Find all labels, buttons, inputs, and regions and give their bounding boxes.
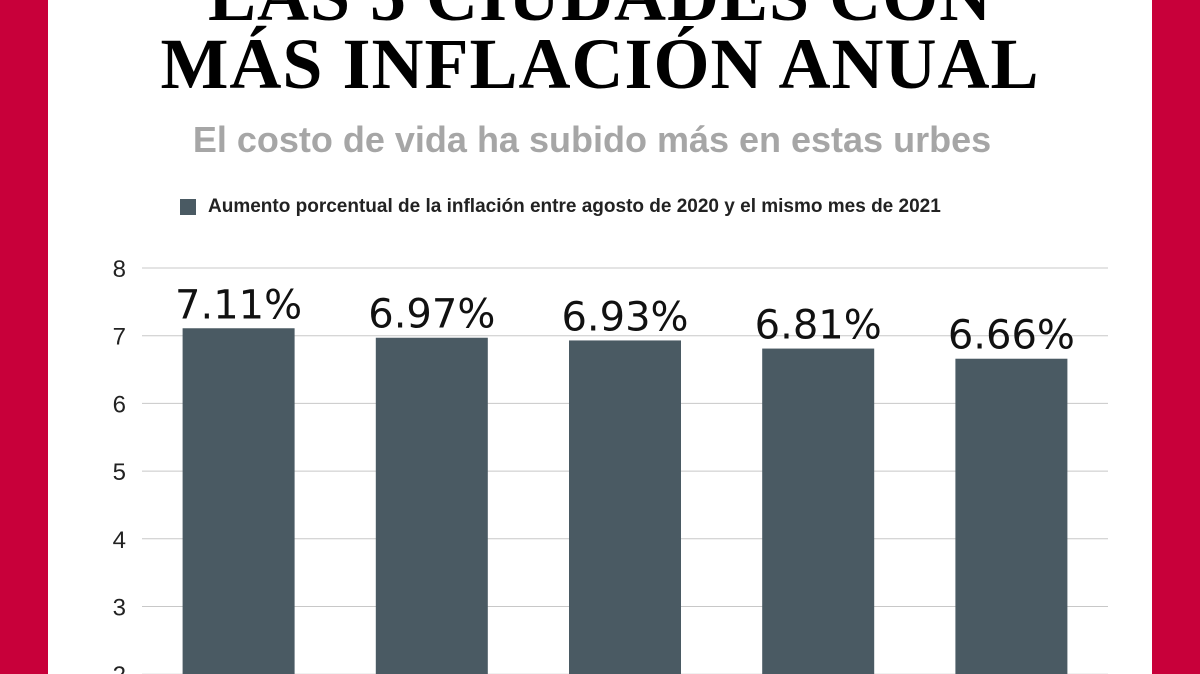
legend: Aumento porcentual de la inflación entre… <box>180 194 941 220</box>
y-tick-label: 8 <box>113 256 126 283</box>
bar-value-label: 6.97% <box>368 292 495 338</box>
bar <box>955 358 1068 674</box>
bar <box>762 348 875 674</box>
frame-left-border <box>0 0 48 674</box>
bar <box>182 328 295 674</box>
y-tick-label: 7 <box>113 324 126 351</box>
headline-top-cropped: LAS 5 CIUDADES CON <box>0 0 1200 32</box>
bar-value-label: 6.66% <box>948 313 1075 359</box>
subtitle: El costo de vida ha subido más en estas … <box>192 119 992 160</box>
y-tick-label: 3 <box>113 595 126 622</box>
headline: MÁS INFLACIÓN ANUAL <box>160 24 1040 104</box>
y-tick-label: 4 <box>113 527 126 554</box>
y-tick-label: 5 <box>113 459 126 486</box>
legend-swatch <box>180 199 196 215</box>
bar-value-label: 7.11% <box>175 282 302 328</box>
bar-value-label: 6.81% <box>755 303 882 349</box>
y-tick-label: 6 <box>113 391 126 418</box>
frame-right-border <box>1152 0 1200 674</box>
bar-value-label: 6.93% <box>561 294 688 340</box>
legend-label: Aumento porcentual de la inflación entre… <box>208 196 941 217</box>
bar <box>569 340 681 674</box>
bar <box>375 337 488 674</box>
y-tick-label: 2 <box>113 662 126 674</box>
